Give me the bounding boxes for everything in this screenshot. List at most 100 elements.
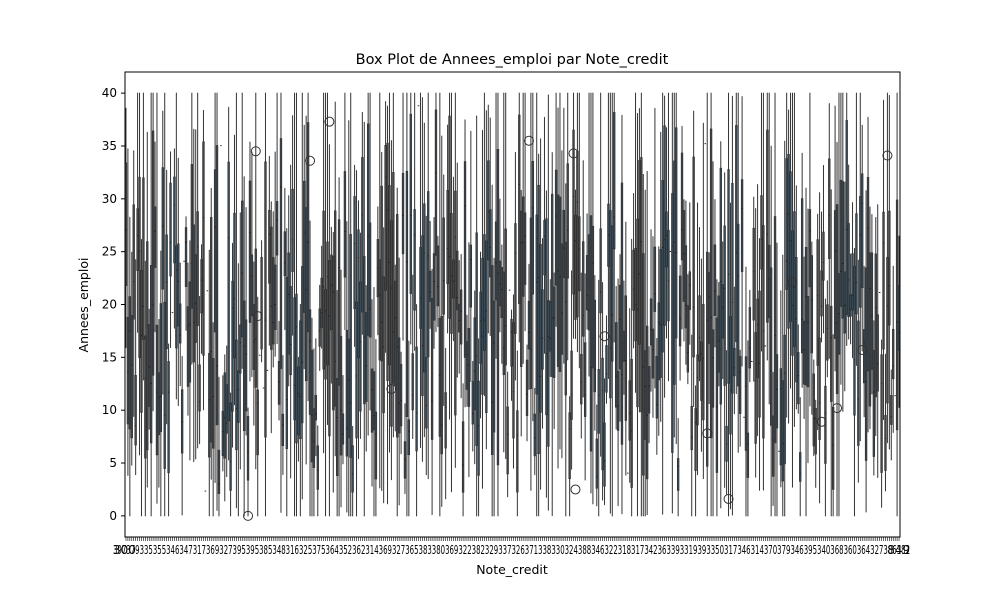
box-body [184, 227, 188, 287]
box-body [835, 204, 839, 394]
box-body [428, 270, 432, 302]
box-body [760, 195, 763, 270]
box-body [552, 286, 556, 378]
box-body [833, 210, 837, 339]
box-body [320, 277, 323, 329]
outlier-point [882, 150, 893, 161]
box-body [585, 255, 589, 311]
box-body [148, 324, 151, 407]
box-body [361, 157, 364, 313]
box-body [351, 445, 354, 493]
box-body [845, 120, 848, 315]
box-body [458, 303, 461, 333]
outlier-point [324, 116, 335, 127]
box-body [297, 366, 300, 436]
box-body [768, 244, 771, 319]
box-body [870, 252, 874, 370]
box-body [504, 228, 507, 366]
box-body [531, 161, 535, 295]
box-body [618, 284, 622, 370]
box-body [254, 248, 257, 388]
x-tick-label-last: 849 [887, 543, 910, 557]
box-body [268, 209, 271, 284]
box-body [434, 109, 438, 256]
box-body [479, 291, 482, 364]
box-body [461, 421, 465, 493]
box-body [217, 449, 221, 494]
box-body [717, 295, 721, 373]
box-body [471, 381, 474, 425]
chart-title: Box Plot de Annees_emploi par Note_credi… [356, 52, 669, 68]
box-body [886, 256, 889, 404]
box-body [448, 115, 451, 319]
box-body [392, 172, 395, 384]
box-body [731, 183, 734, 394]
box-body [335, 378, 339, 477]
box-body [599, 228, 602, 314]
box-body [308, 309, 312, 415]
box-body [690, 405, 693, 451]
box-body [399, 364, 403, 427]
box-body [334, 210, 337, 407]
box-body [551, 193, 554, 377]
box-body [153, 206, 157, 268]
box-body [210, 217, 213, 443]
box-body [163, 301, 166, 469]
box-body [347, 338, 350, 439]
box-body [388, 185, 391, 366]
box-body [272, 257, 275, 345]
box-body [529, 217, 533, 390]
box-body [332, 255, 335, 411]
box-body [306, 122, 310, 333]
box-body [582, 241, 585, 337]
box-body [556, 194, 560, 367]
box-body [157, 372, 161, 436]
box-body [179, 303, 182, 344]
box-body [324, 289, 327, 380]
y-tick-label: 40 [102, 86, 117, 100]
box-body [541, 289, 544, 370]
box-body [644, 350, 647, 440]
box-body [783, 334, 786, 465]
box-body [151, 130, 155, 376]
box-body [746, 432, 750, 478]
box-body [520, 210, 523, 367]
box-body [841, 181, 845, 319]
box-body [281, 413, 285, 447]
box-body [390, 220, 393, 427]
box-body [756, 298, 759, 379]
box-body [895, 199, 899, 431]
box-body [492, 300, 496, 433]
outlier-point [386, 384, 397, 395]
box-body [442, 217, 445, 315]
y-axis: 0 5 10 15 20 25 30 35 40 [102, 86, 125, 523]
box-body [192, 224, 195, 363]
box-body [847, 223, 850, 317]
box-body [312, 408, 316, 468]
box-body [456, 250, 459, 311]
box-body [365, 312, 368, 402]
box-body [890, 395, 893, 425]
box-body [593, 299, 597, 393]
box-body [450, 212, 453, 334]
box-body [880, 354, 883, 473]
box-body [341, 413, 345, 445]
outlier-point [568, 148, 579, 159]
box-body [605, 345, 608, 393]
box-body [601, 357, 604, 471]
box-body [132, 204, 135, 320]
box-body [177, 243, 180, 327]
box-body [665, 211, 668, 268]
box-body [721, 284, 724, 339]
box-body [223, 372, 226, 459]
outliers-group [243, 116, 893, 521]
box-body [583, 342, 587, 417]
box-body [494, 221, 498, 301]
box-body [663, 125, 666, 326]
box-body [438, 318, 442, 437]
y-tick-label: 15 [102, 350, 117, 364]
box-body [857, 320, 860, 446]
box-body [425, 356, 428, 429]
box-body [709, 128, 713, 439]
box-body [273, 264, 277, 330]
